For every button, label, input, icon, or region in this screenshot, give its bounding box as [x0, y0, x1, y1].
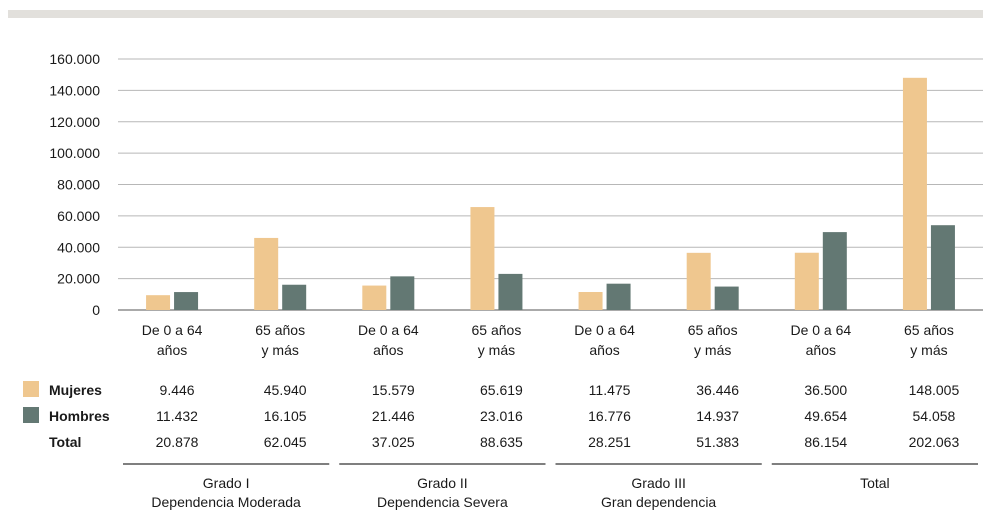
bar-mujeres: [578, 291, 603, 310]
category-label: años: [806, 342, 836, 358]
category-label: años: [157, 342, 187, 358]
bar-mujeres: [470, 207, 495, 310]
data-table-value: 11.475: [589, 382, 631, 398]
y-tick-label: 40.000: [57, 239, 100, 255]
bar-mujeres: [254, 237, 279, 310]
bar-hombres: [498, 273, 523, 310]
bar-mujeres: [362, 285, 387, 310]
category-label: De 0 a 64: [142, 322, 203, 338]
bar-hombres: [930, 225, 955, 310]
legend-label: Total: [49, 434, 81, 450]
bar-mujeres: [686, 252, 711, 310]
data-table-value: 14.937: [696, 408, 739, 424]
bar-hombres: [174, 292, 199, 310]
group-label: Grado II: [417, 475, 468, 491]
legend-label: Mujeres: [49, 382, 102, 398]
bar-hombres: [606, 283, 631, 310]
legend-swatch: [23, 407, 39, 423]
group-label: Grado I: [203, 475, 250, 491]
y-tick-label: 120.000: [49, 114, 100, 130]
data-table-value: 148.005: [909, 382, 960, 398]
category-label: años: [373, 342, 403, 358]
data-table-value: 202.063: [909, 434, 960, 450]
data-table-value: 36.446: [696, 382, 739, 398]
category-label: años: [589, 342, 619, 358]
data-table-value: 20.878: [156, 434, 199, 450]
category-label: De 0 a 64: [574, 322, 635, 338]
data-table-value: 16.105: [264, 408, 307, 424]
data-table-value: 36.500: [804, 382, 847, 398]
y-tick-label: 80.000: [57, 177, 100, 193]
group-label: Dependencia Moderada: [151, 494, 301, 510]
category-label: 65 años: [688, 322, 738, 338]
data-table-value: 51.383: [696, 434, 739, 450]
data-table-value: 62.045: [264, 434, 307, 450]
bar-hombres: [390, 276, 415, 310]
category-label: y más: [262, 342, 299, 358]
category-label: y más: [478, 342, 515, 358]
data-table-value: 11.432: [156, 408, 198, 424]
bar-hombres: [282, 284, 307, 310]
group-label: Dependencia Severa: [377, 494, 508, 510]
data-table-value: 16.776: [588, 408, 631, 424]
data-table-value: 15.579: [372, 382, 415, 398]
data-table-value: 88.635: [480, 434, 523, 450]
data-table-value: 54.058: [913, 408, 956, 424]
bar-mujeres: [902, 77, 927, 310]
y-tick-label: 0: [92, 302, 100, 318]
bar-mujeres: [794, 252, 819, 310]
group-label: Gran dependencia: [601, 494, 716, 510]
y-tick-label: 60.000: [57, 208, 100, 224]
bar-hombres: [822, 232, 847, 310]
category-label: 65 años: [255, 322, 305, 338]
bar-mujeres: [146, 295, 171, 310]
category-label: 65 años: [472, 322, 522, 338]
data-table-value: 86.154: [804, 434, 847, 450]
y-tick-label: 100.000: [49, 145, 100, 161]
group-label: Total: [860, 475, 890, 491]
bar-hombres: [714, 286, 739, 310]
data-table-value: 37.025: [372, 434, 415, 450]
category-label: 65 años: [904, 322, 954, 338]
data-table-value: 21.446: [372, 408, 415, 424]
category-label: De 0 a 64: [358, 322, 419, 338]
category-label: De 0 a 64: [790, 322, 851, 338]
data-table-value: 23.016: [480, 408, 523, 424]
data-table-value: 49.654: [804, 408, 847, 424]
group-label: Grado III: [631, 475, 685, 491]
y-tick-label: 160.000: [49, 51, 100, 67]
data-table-value: 65.619: [480, 382, 523, 398]
category-label: y más: [694, 342, 731, 358]
category-label: y más: [910, 342, 947, 358]
y-tick-label: 140.000: [49, 82, 100, 98]
legend-swatch: [23, 381, 39, 397]
y-tick-label: 20.000: [57, 271, 100, 287]
data-table-value: 45.940: [264, 382, 307, 398]
data-table-value: 9.446: [160, 382, 195, 398]
data-table-value: 28.251: [588, 434, 631, 450]
legend-label: Hombres: [49, 408, 110, 424]
top-divider-bar: [8, 10, 983, 18]
